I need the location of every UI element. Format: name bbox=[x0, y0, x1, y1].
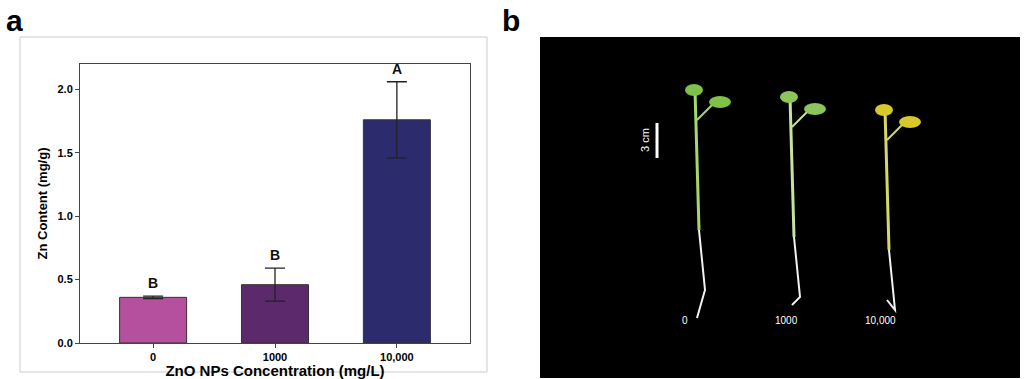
svg-text:Zn Content (mg/g): Zn Content (mg/g) bbox=[35, 148, 50, 260]
svg-text:0: 0 bbox=[682, 315, 688, 326]
svg-text:0.5: 0.5 bbox=[58, 273, 73, 285]
svg-text:1.5: 1.5 bbox=[58, 147, 73, 159]
svg-text:b: b bbox=[502, 4, 520, 37]
svg-text:1000: 1000 bbox=[263, 351, 287, 363]
svg-text:1.0: 1.0 bbox=[58, 210, 73, 222]
svg-text:0: 0 bbox=[150, 351, 156, 363]
svg-text:ZnO NPs Concentration (mg/L): ZnO NPs Concentration (mg/L) bbox=[165, 362, 384, 379]
svg-text:3 cm: 3 cm bbox=[639, 128, 651, 152]
svg-text:10,000: 10,000 bbox=[865, 315, 896, 326]
svg-text:2.0: 2.0 bbox=[58, 83, 73, 95]
svg-text:B: B bbox=[270, 247, 280, 263]
svg-text:A: A bbox=[392, 61, 402, 77]
svg-text:10,000: 10,000 bbox=[380, 351, 414, 363]
svg-text:B: B bbox=[148, 275, 158, 291]
svg-text:1000: 1000 bbox=[775, 315, 798, 326]
svg-text:0.0: 0.0 bbox=[58, 337, 73, 349]
svg-text:a: a bbox=[6, 4, 23, 37]
